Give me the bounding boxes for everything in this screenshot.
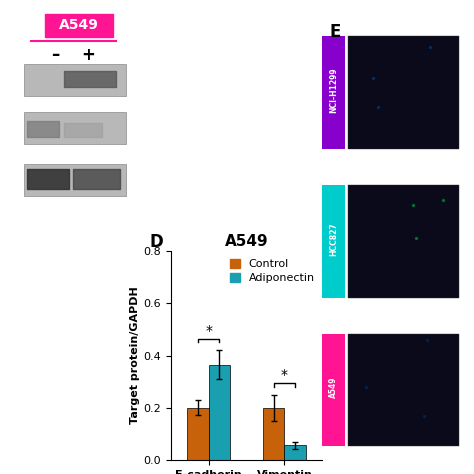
FancyBboxPatch shape [348, 36, 459, 149]
Bar [187, 408, 209, 460]
Text: A549: A549 [329, 377, 338, 399]
FancyBboxPatch shape [322, 334, 345, 447]
Bar [284, 446, 306, 460]
Text: NCI-H1299: NCI-H1299 [329, 68, 338, 113]
FancyBboxPatch shape [24, 64, 126, 96]
Text: HCC827: HCC827 [329, 222, 338, 256]
FancyBboxPatch shape [24, 112, 126, 144]
Y-axis label: Target protein/GAPDH: Target protein/GAPDH [130, 287, 140, 424]
Text: D: D [149, 233, 163, 251]
Text: +: + [81, 46, 95, 64]
Title: A549: A549 [225, 234, 268, 249]
FancyBboxPatch shape [24, 164, 126, 196]
Text: E: E [329, 23, 341, 41]
Legend: Control, Adiponectin: Control, Adiponectin [228, 257, 317, 285]
FancyBboxPatch shape [322, 36, 345, 149]
FancyBboxPatch shape [322, 185, 345, 298]
FancyBboxPatch shape [348, 334, 459, 447]
Bar [209, 365, 230, 460]
Text: *: * [205, 324, 212, 337]
Text: A549: A549 [59, 18, 99, 32]
FancyBboxPatch shape [45, 14, 113, 37]
Bar [263, 408, 284, 460]
Text: *: * [281, 368, 288, 382]
FancyBboxPatch shape [348, 185, 459, 298]
Text: –: – [51, 46, 59, 64]
